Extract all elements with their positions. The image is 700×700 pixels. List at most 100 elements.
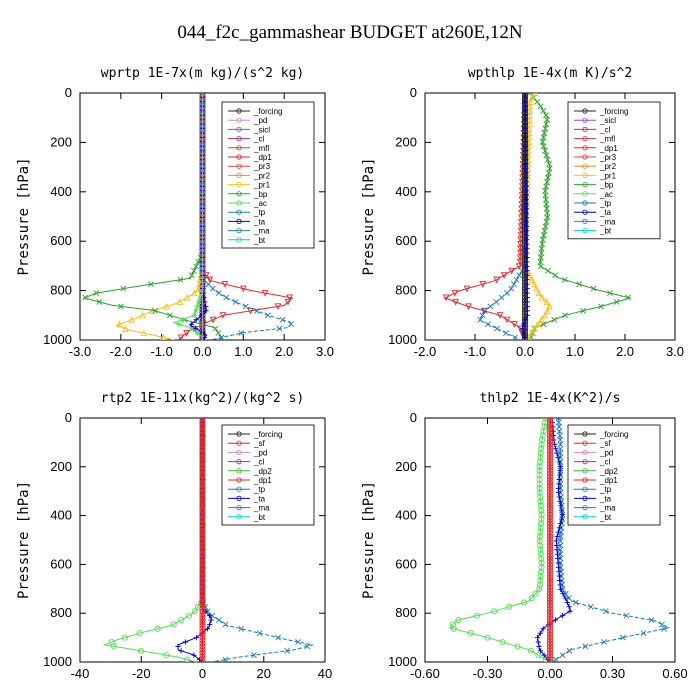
- series-marker: [199, 546, 206, 553]
- series-marker: [485, 321, 491, 328]
- series-marker: [474, 612, 481, 619]
- series-marker: [536, 485, 543, 492]
- series-marker: [556, 569, 562, 575]
- series-marker: [546, 444, 554, 451]
- series-marker: [544, 214, 551, 221]
- series-marker: [546, 596, 554, 603]
- legend-marker: [236, 126, 242, 132]
- series-marker: [543, 219, 550, 225]
- series-marker: [199, 596, 206, 603]
- series-marker: [553, 538, 559, 544]
- series-marker: [199, 575, 206, 583]
- series-marker: [625, 294, 631, 301]
- series-marker: [535, 652, 542, 659]
- series-marker: [546, 453, 554, 460]
- legend-entry: _mfl: [253, 144, 269, 153]
- series-marker: [551, 316, 558, 323]
- series-marker: [537, 494, 544, 501]
- series-marker: [202, 299, 208, 305]
- series-marker: [538, 293, 546, 301]
- series-marker: [524, 241, 530, 247]
- series-marker: [522, 117, 528, 123]
- legend-marker: [582, 182, 588, 188]
- x-tick-label: 0.60: [662, 666, 687, 681]
- series-marker: [191, 267, 197, 274]
- series-marker: [543, 152, 550, 159]
- y-tick-label: 1000: [43, 332, 72, 347]
- series-marker: [223, 294, 230, 301]
- series-marker: [546, 165, 553, 172]
- series-marker: [523, 228, 530, 234]
- series-marker: [199, 614, 206, 621]
- series-marker: [546, 652, 554, 659]
- series-marker: [178, 616, 185, 624]
- legend-marker: [236, 458, 242, 465]
- series-marker: [275, 634, 281, 641]
- series-marker: [196, 299, 202, 305]
- series-marker: [540, 626, 546, 632]
- x-tick-label: 0: [199, 666, 206, 681]
- series-marker: [546, 470, 554, 477]
- series-marker: [546, 499, 554, 506]
- legend-entry: _pr1: [253, 181, 271, 190]
- series-marker: [524, 299, 530, 305]
- series-marker: [498, 294, 505, 301]
- legend-entry: _dp2: [599, 467, 618, 476]
- series-marker: [463, 285, 471, 293]
- series-marker: [199, 423, 206, 430]
- legend-marker: [236, 431, 242, 437]
- series-marker: [546, 432, 554, 439]
- series-marker: [199, 637, 206, 644]
- series-marker: [557, 472, 563, 478]
- series-marker: [264, 312, 271, 319]
- series-marker: [546, 418, 554, 424]
- y-tick-label: 0: [65, 85, 72, 100]
- legend-entry: _sicl: [253, 125, 270, 134]
- legend-entry: _dp1: [253, 476, 272, 485]
- series-marker: [205, 281, 212, 288]
- series-marker: [552, 656, 559, 662]
- series-marker: [565, 595, 572, 601]
- series-marker: [199, 652, 206, 659]
- series-marker: [199, 543, 206, 550]
- series-marker: [199, 520, 206, 527]
- legend-marker: [582, 108, 588, 114]
- y-tick-label: 800: [50, 605, 72, 620]
- legend-entry: _pr2: [253, 171, 271, 180]
- series-marker: [506, 603, 513, 610]
- series-marker: [554, 450, 560, 456]
- series-marker: [288, 321, 295, 328]
- series-marker: [546, 549, 554, 556]
- series-marker: [546, 438, 554, 445]
- y-axis-label: Pressure [hPa]: [16, 481, 32, 599]
- legend-marker: [582, 440, 588, 446]
- series-marker: [516, 258, 524, 266]
- series-marker: [96, 299, 103, 305]
- series-marker: [537, 648, 544, 654]
- legend-marker: [236, 495, 242, 501]
- series-marker: [528, 329, 536, 337]
- legend-entry: _pd: [599, 448, 613, 457]
- series-marker: [541, 130, 548, 136]
- series-marker: [555, 454, 561, 461]
- series-marker: [557, 468, 563, 474]
- series-marker: [516, 254, 524, 262]
- series-marker: [199, 514, 206, 521]
- series-marker: [540, 143, 547, 150]
- series-marker: [546, 455, 554, 463]
- series-marker: [541, 423, 548, 430]
- series-marker: [185, 612, 193, 619]
- legend-marker: [582, 468, 588, 474]
- y-tick-label: 800: [50, 283, 72, 298]
- series-marker: [537, 103, 544, 110]
- series-marker: [496, 312, 504, 319]
- series-group: [442, 93, 632, 340]
- series-marker: [199, 643, 206, 650]
- legend-entry: _sicl: [599, 116, 616, 125]
- series-marker: [200, 290, 206, 296]
- series-marker: [199, 494, 206, 501]
- series-marker: [601, 639, 608, 645]
- series-marker: [465, 303, 472, 311]
- series-marker: [546, 505, 554, 512]
- series-marker: [183, 330, 190, 337]
